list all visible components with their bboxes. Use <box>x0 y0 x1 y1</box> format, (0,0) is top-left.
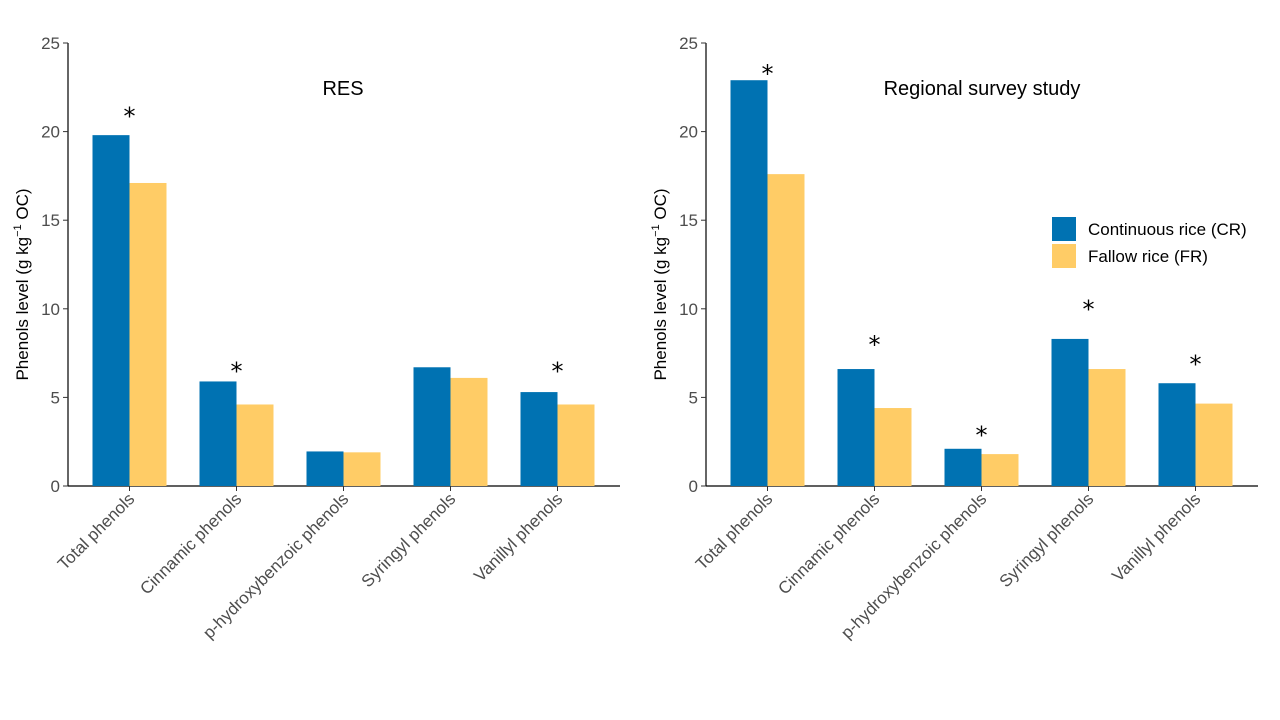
significance-marker: * <box>552 358 564 386</box>
x-tick-label: Total phenols <box>54 489 138 573</box>
bar-fallow-rice <box>236 404 274 486</box>
bar-fallow-rice <box>1195 403 1233 486</box>
bar-fallow-rice <box>767 174 805 487</box>
bar-continuous-rice <box>944 448 982 486</box>
significance-marker: * <box>1190 350 1202 378</box>
y-tick-label: 0 <box>51 477 60 496</box>
bar-continuous-rice <box>730 80 768 486</box>
significance-marker: * <box>1083 295 1095 323</box>
y-axis-label: Phenols level (g kg−1 OC) <box>12 188 32 380</box>
bar-fallow-rice <box>129 182 167 486</box>
y-tick-label: 15 <box>679 211 698 230</box>
y-tick-label: 0 <box>689 477 698 496</box>
bar-continuous-rice <box>1051 338 1089 486</box>
y-axis-label: Phenols level (g kg−1 OC) <box>650 188 670 380</box>
significance-marker: * <box>976 421 988 449</box>
bar-continuous-rice <box>306 451 344 486</box>
bar-fallow-rice <box>343 452 381 486</box>
bar-fallow-rice <box>557 404 595 486</box>
x-tick-label: Syringyl phenols <box>358 489 460 591</box>
significance-marker: * <box>762 60 774 88</box>
bar-continuous-rice <box>413 367 451 486</box>
y-tick-label: 25 <box>679 34 698 53</box>
chart-panel-res: 0 5 10 15 20 25 Phenols level (g kg−1 OC) RES To… <box>12 34 620 642</box>
bar-fallow-rice <box>1088 369 1126 486</box>
panel-title: Regional survey study <box>884 78 1081 100</box>
significance-marker: * <box>869 331 881 359</box>
bar-continuous-rice <box>199 381 237 486</box>
bar-continuous-rice <box>1158 383 1196 486</box>
y-tick-label: 20 <box>679 123 698 142</box>
y-tick-label: 15 <box>41 211 60 230</box>
bar-continuous-rice <box>520 392 558 486</box>
significance-marker: * <box>231 358 243 386</box>
y-tick-label: 10 <box>679 300 698 319</box>
legend-label: Fallow rice (FR) <box>1088 247 1208 266</box>
bar-fallow-rice <box>981 454 1019 486</box>
bar-fallow-rice <box>874 408 912 486</box>
chart-panel-regional-survey: 0 5 10 15 20 25 Phenols level (g kg−1 OC) Regio… <box>650 34 1258 642</box>
bar-fallow-rice <box>450 377 488 486</box>
bar-continuous-rice <box>92 135 130 487</box>
bar-continuous-rice <box>837 369 875 486</box>
legend-label: Continuous rice (CR) <box>1088 220 1247 239</box>
legend-swatch <box>1052 217 1076 241</box>
x-tick-label: Total phenols <box>692 489 776 573</box>
x-tick-label: Vanillyl phenols <box>1108 489 1204 585</box>
x-tick-label: Vanillyl phenols <box>470 489 566 585</box>
panel-title: RES <box>322 78 363 100</box>
y-tick-label: 10 <box>41 300 60 319</box>
y-tick-label: 25 <box>41 34 60 53</box>
y-tick-label: 20 <box>41 123 60 142</box>
x-tick-label: Cinnamic phenols <box>774 489 883 598</box>
x-tick-label: Cinnamic phenols <box>136 489 245 598</box>
significance-marker: * <box>124 102 136 130</box>
y-tick-label: 5 <box>51 388 60 407</box>
chart-legend: Continuous rice (CR) Fallow rice (FR) <box>1052 217 1247 268</box>
legend-swatch <box>1052 244 1076 268</box>
x-tick-label: Syringyl phenols <box>996 489 1098 591</box>
y-tick-label: 5 <box>689 388 698 407</box>
